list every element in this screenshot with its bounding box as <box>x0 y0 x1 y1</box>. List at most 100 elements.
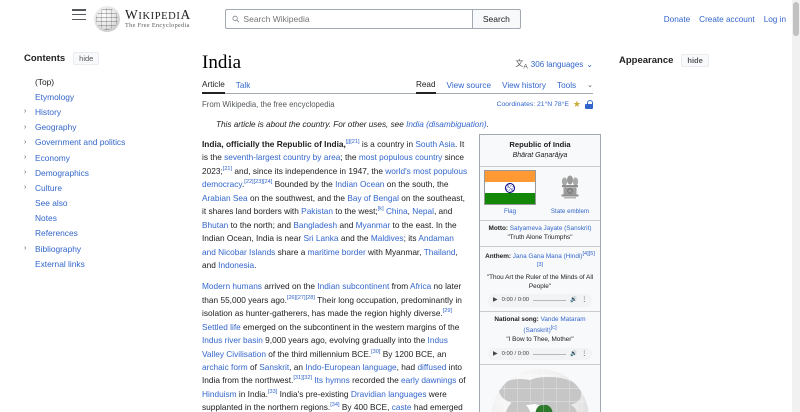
wiki-link[interactable]: Bay of Bengal <box>347 192 399 203</box>
create-account-link[interactable]: Create account <box>699 14 755 24</box>
motto-text[interactable]: Satyameva Jayate <box>509 225 563 233</box>
tab-view-source[interactable]: View source <box>446 80 491 90</box>
donate-link[interactable]: Donate <box>663 14 691 24</box>
chevron-right-icon[interactable]: › <box>24 154 27 162</box>
wiki-link[interactable]: Maldives <box>370 233 404 244</box>
chevron-right-icon[interactable]: › <box>24 169 27 177</box>
language-selector-button[interactable]: ⽂A 306 languages ⌄ <box>515 58 593 74</box>
wiki-link[interactable]: Sri Lanka <box>303 233 339 244</box>
wiki-link[interactable]: Hinduism <box>202 388 237 399</box>
chevron-right-icon[interactable]: › <box>24 123 27 131</box>
anthem-ref[interactable]: [4][5][3] <box>536 250 595 269</box>
wiki-link[interactable]: Andaman and Nicobar Islands <box>202 233 454 257</box>
chevron-right-icon[interactable]: › <box>24 108 27 116</box>
wiki-link[interactable]: Its hymns <box>314 375 350 386</box>
reference-marker[interactable]: [26] <box>286 295 297 302</box>
wiki-link[interactable]: archaic form <box>202 362 248 372</box>
motto-language[interactable]: (Sanskrit) <box>564 225 592 233</box>
contents-hide-button[interactable]: hide <box>73 52 100 65</box>
anthem-audio-player[interactable]: ▶ 0:00 / 0:00 🔊 ⋮ <box>488 294 592 307</box>
wiki-link[interactable]: Indus Valley Civilisation <box>202 335 448 359</box>
login-link[interactable]: Log in <box>763 14 786 24</box>
coordinates-link[interactable]: Coordinates: 21°N 78°E <box>496 101 569 108</box>
tab-article[interactable]: Article <box>202 80 225 94</box>
toc-item-demographics[interactable]: › Demographics <box>20 165 188 180</box>
wiki-link[interactable]: Arabian Sea <box>202 192 248 203</box>
wiki-link[interactable]: Indo-European language <box>305 362 397 372</box>
reference-marker[interactable]: [29] <box>442 308 453 315</box>
toc-item-geography[interactable]: › Geography <box>20 120 188 135</box>
emblem-caption[interactable]: State emblem <box>550 208 590 216</box>
song-text[interactable]: Vande Mataram <box>540 315 586 323</box>
search-button[interactable]: Search <box>471 9 521 29</box>
wiki-link[interactable]: Modern humans <box>202 281 262 292</box>
wiki-link[interactable]: Myanmar <box>355 219 391 230</box>
flag-caption[interactable]: Flag <box>503 208 517 216</box>
chevron-right-icon[interactable]: › <box>24 245 27 253</box>
wiki-link[interactable]: world's most populous democracy <box>202 165 468 190</box>
scrollbar-thumb[interactable] <box>793 2 799 36</box>
tab-view-history[interactable]: View history <box>502 80 546 90</box>
reference-marker[interactable]: [23] <box>253 179 263 186</box>
reference-marker[interactable]: [j] <box>345 139 351 146</box>
more-options-icon[interactable]: ⋮ <box>581 350 587 357</box>
toc-item-government-and-politics[interactable]: › Government and politics <box>20 135 188 150</box>
globe-map-image[interactable] <box>491 369 589 412</box>
anthem-text[interactable]: Jana Gana Mana <box>512 252 562 260</box>
reference-marker[interactable]: [32] <box>302 375 312 382</box>
wiki-link[interactable]: Settled life <box>202 321 241 332</box>
main-menu-icon[interactable] <box>72 9 86 21</box>
wiki-link[interactable]: China <box>385 206 408 217</box>
toc-item-history[interactable]: › History <box>20 104 188 119</box>
wikipedia-logo[interactable]: WIKIPEDIA The Free Encyclopedia <box>94 6 191 32</box>
reference-marker[interactable]: [21] <box>222 166 233 173</box>
state-emblem-icon[interactable] <box>555 170 585 205</box>
reference-marker[interactable]: [27] <box>296 295 306 302</box>
play-icon[interactable]: ▶ <box>493 350 498 357</box>
search-input[interactable] <box>243 14 466 24</box>
search-box[interactable]: Search <box>224 9 521 29</box>
wiki-link[interactable]: Nepal <box>412 206 434 217</box>
protected-lock-icon[interactable] <box>585 100 594 109</box>
wiki-link[interactable]: Indian Ocean <box>335 179 385 190</box>
wiki-link[interactable]: most populous country <box>358 152 443 163</box>
toc-item-etymology[interactable]: Etymology <box>20 89 188 104</box>
reference-marker[interactable]: [22] <box>244 179 254 186</box>
tab-read[interactable]: Read <box>415 80 436 94</box>
wiki-link[interactable]: South Asia <box>415 139 456 149</box>
wiki-link[interactable]: Indian subcontinent <box>317 281 390 292</box>
wiki-link[interactable]: caste <box>391 402 412 412</box>
song-audio-player[interactable]: ▶ 0:00 / 0:00 🔊 ⋮ <box>488 347 592 361</box>
reference-marker[interactable]: [k] <box>377 206 384 213</box>
wiki-link[interactable]: Thailand <box>423 246 456 257</box>
reference-marker[interactable]: [34] <box>330 402 340 409</box>
chevron-right-icon[interactable]: › <box>24 184 27 192</box>
toc-item-references[interactable]: References <box>20 226 188 241</box>
toc-item-economy[interactable]: › Economy <box>20 150 188 165</box>
hatnote-link[interactable]: India (disambiguation) <box>406 120 487 129</box>
wiki-link[interactable]: Dravidian languages <box>350 388 427 399</box>
wiki-link[interactable]: diffused <box>417 362 447 372</box>
wiki-link[interactable]: Bhutan <box>202 219 229 230</box>
reference-marker[interactable]: [28] <box>305 295 315 302</box>
audio-progress-bar[interactable] <box>533 299 566 301</box>
volume-icon[interactable]: 🔊 <box>569 297 578 304</box>
play-icon[interactable]: ▶ <box>493 297 498 304</box>
wiki-link[interactable]: seventh-largest country by area <box>224 152 341 163</box>
search-field[interactable] <box>224 9 472 29</box>
wiki-link[interactable]: Bangladesh <box>293 219 338 230</box>
toc-item-see-also[interactable]: See also <box>20 196 188 211</box>
wiki-link[interactable]: Indus river basin <box>202 335 263 346</box>
reference-marker[interactable]: [33] <box>267 389 278 396</box>
more-options-icon[interactable]: ⋮ <box>581 297 587 304</box>
appearance-hide-button[interactable]: hide <box>681 54 709 67</box>
toc-item-notes[interactable]: Notes <box>20 211 188 226</box>
wiki-link[interactable]: Sanskrit <box>259 362 290 372</box>
reference-marker[interactable]: [31] <box>293 375 303 382</box>
reference-marker[interactable]: [21] <box>350 139 360 146</box>
wiki-link[interactable]: early dawnings <box>401 375 457 386</box>
toc-item-external-links[interactable]: External links <box>20 256 188 271</box>
song-ref[interactable]: [c] <box>550 325 557 332</box>
india-flag-icon[interactable] <box>484 170 536 206</box>
reference-marker[interactable]: [24] <box>262 179 273 186</box>
